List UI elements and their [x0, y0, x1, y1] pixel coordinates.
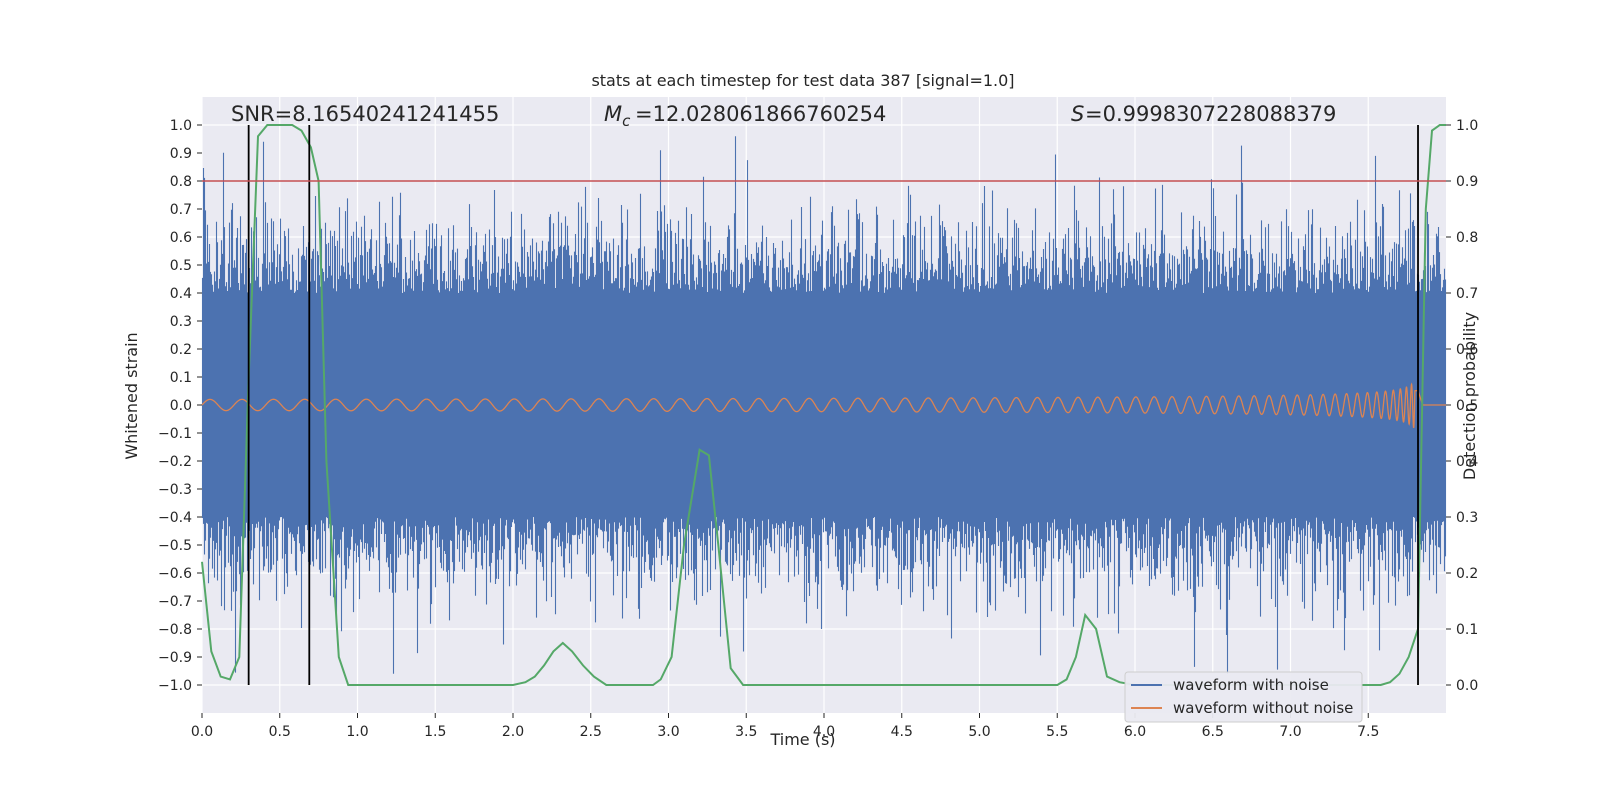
y2-tick-label: 0.1	[1456, 622, 1478, 638]
y-tick-label: 0.7	[170, 202, 192, 218]
chirp-mass-value: =12.028061866760254	[635, 102, 886, 126]
y2-tick-label: 0.2	[1456, 566, 1478, 582]
clean-waveform-trace	[201, 382, 1446, 429]
s-symbol: S	[1071, 102, 1084, 126]
x-tick-label: 6.0	[1124, 724, 1146, 740]
y-tick-label: −0.3	[158, 482, 192, 498]
y-axis-right-ticks: 1.0 0.9 0.8 0.7 0.6 0.5 0.4 0.3 0.2 0.1 0.0	[1446, 118, 1478, 694]
x-tick-label: 7.5	[1357, 724, 1379, 740]
y-tick-label: 0.5	[170, 258, 192, 274]
y-tick-label: 0.9	[170, 146, 192, 162]
y2-tick-label: 0.8	[1456, 230, 1478, 246]
y2-tick-label: 0.6	[1456, 342, 1478, 358]
y-tick-label: −1.0	[158, 678, 192, 694]
y-tick-label: −0.7	[158, 594, 192, 610]
y-tick-label: 1.0	[170, 118, 192, 134]
x-tick-label: 6.5	[1202, 724, 1224, 740]
x-tick-label: 0.0	[191, 724, 213, 740]
y2-tick-label: 0.7	[1456, 286, 1478, 302]
x-tick-label: 2.5	[580, 724, 602, 740]
x-tick-label: 7.0	[1279, 724, 1301, 740]
y-tick-label: −0.4	[158, 510, 192, 526]
legend-label-clean: waveform without noise	[1173, 699, 1353, 717]
x-axis-label: Time (s)	[769, 730, 835, 749]
series-waveform-with-noise	[201, 136, 1447, 674]
x-tick-label: 1.5	[424, 724, 446, 740]
y-tick-label: 0.6	[170, 230, 192, 246]
x-tick-label: 0.5	[269, 724, 291, 740]
series-waveform-without-noise	[201, 382, 1446, 429]
y2-axis-label: Detection probability	[1460, 312, 1479, 480]
chirp-mass-annotation: Mc =12.028061866760254	[604, 102, 886, 130]
y-axis-left-ticks: 1.0 0.9 0.8 0.7 0.6 0.5 0.4 0.3 0.2 0.1 0.0 −0.1 −0.…	[158, 118, 202, 694]
vertical-markers	[247, 125, 1419, 685]
snr-annotation: SNR=8.16540241241455	[231, 102, 499, 126]
y-tick-label: −0.5	[158, 538, 192, 554]
y-tick-label: 0.4	[170, 286, 192, 302]
x-tick-label: 3.0	[657, 724, 679, 740]
y2-tick-label: 0.0	[1456, 678, 1478, 694]
y2-tick-label: 0.3	[1456, 510, 1478, 526]
legend-label-noise: waveform with noise	[1173, 676, 1329, 694]
y2-tick-label: 1.0	[1456, 118, 1478, 134]
s-value: =0.9998307228088379	[1085, 102, 1336, 126]
x-tick-label: 2.0	[502, 724, 524, 740]
y-tick-label: 0.2	[170, 342, 192, 358]
y-tick-label: −0.1	[158, 426, 192, 442]
y2-tick-label: 0.9	[1456, 174, 1478, 190]
x-tick-label: 3.5	[735, 724, 757, 740]
x-tick-label: 4.0	[813, 724, 835, 740]
y-tick-label: −0.2	[158, 454, 192, 470]
x-tick-label: 4.5	[891, 724, 913, 740]
legend-box	[1124, 671, 1363, 723]
x-tick-label: 5.5	[1046, 724, 1068, 740]
y-axis-label: Whitened strain	[122, 332, 141, 459]
y-tick-label: −0.9	[158, 650, 192, 666]
y2-tick-label: 0.4	[1456, 454, 1478, 470]
legend: waveform with noise waveform without noi…	[1124, 671, 1363, 723]
y-tick-label: 0.8	[170, 174, 192, 190]
chart-title: stats at each timestep for test data 387…	[591, 71, 1014, 90]
y-tick-label: 0.0	[170, 398, 192, 414]
y2-tick-label: 0.5	[1456, 398, 1478, 414]
x-tick-label: 1.0	[346, 724, 368, 740]
y-tick-label: 0.3	[170, 314, 192, 330]
y-tick-label: −0.6	[158, 566, 192, 582]
y-tick-label: −0.8	[158, 622, 192, 638]
y-tick-label: 0.1	[170, 370, 192, 386]
plot-area	[201, 97, 1447, 713]
x-axis-ticks: 0.0 0.5 1.0 1.5 2.0 2.5 3.0 3.5 4.0 4.5 5.0 5.5 6.0 6…	[191, 713, 1379, 740]
s-annotation: S =0.9998307228088379	[1071, 102, 1336, 126]
x-tick-label: 5.0	[968, 724, 990, 740]
